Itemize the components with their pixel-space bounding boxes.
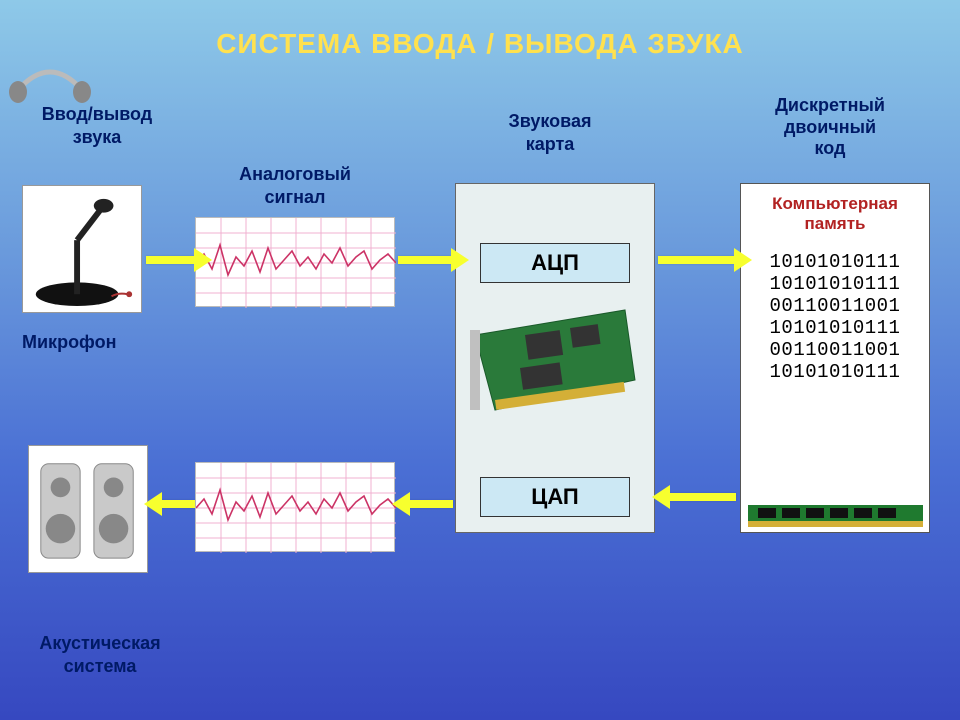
arrow-memory-to-dac [668, 493, 736, 501]
waveform-bottom [195, 462, 395, 552]
arrow-wave-to-speakers [160, 500, 195, 508]
adc-box: АЦП [480, 243, 630, 283]
arrow-adc-to-memory [658, 256, 736, 264]
arrow-dac-to-wave [408, 500, 453, 508]
speakers-icon [29, 446, 147, 572]
label-binary-code: Дискретныйдвоичныйкод [740, 95, 920, 160]
label-microphone: Микрофон [22, 331, 116, 354]
page-title: СИСТЕМА ВВОДА / ВЫВОДА ЗВУКА [0, 0, 960, 60]
label-input-output: Ввод/выводзвука [22, 103, 172, 148]
arrow-mic-to-wave [146, 256, 196, 264]
label-analog-signal: Аналоговыйсигнал [215, 163, 375, 208]
headphones-image [0, 60, 100, 104]
memory-box: Компьютернаяпамять 101010101111010101011… [740, 183, 930, 533]
label-acoustic-system: Акустическаясистема [30, 632, 170, 677]
microphone-image [22, 185, 142, 313]
speakers-image [28, 445, 148, 573]
memory-title: Компьютернаяпамять [745, 194, 925, 233]
sound-card-image [465, 300, 645, 430]
pcb-icon [465, 300, 645, 430]
microphone-icon [23, 186, 141, 312]
ram-icon [748, 503, 923, 528]
waveform-icon [196, 218, 396, 308]
binary-data: 1010101011110101010111001100110011010101… [745, 251, 925, 383]
waveform-top [195, 217, 395, 307]
ram-image [748, 503, 923, 528]
headphones-icon [0, 60, 100, 104]
label-sound-card: Звуковаякарта [465, 110, 635, 155]
arrow-wave-to-adc [398, 256, 453, 264]
waveform-icon [196, 463, 396, 553]
dac-box: ЦАП [480, 477, 630, 517]
